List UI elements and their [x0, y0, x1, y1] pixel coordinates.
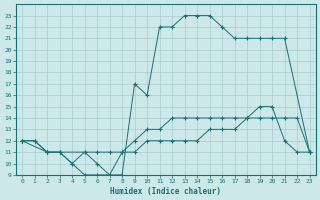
X-axis label: Humidex (Indice chaleur): Humidex (Indice chaleur): [110, 187, 221, 196]
